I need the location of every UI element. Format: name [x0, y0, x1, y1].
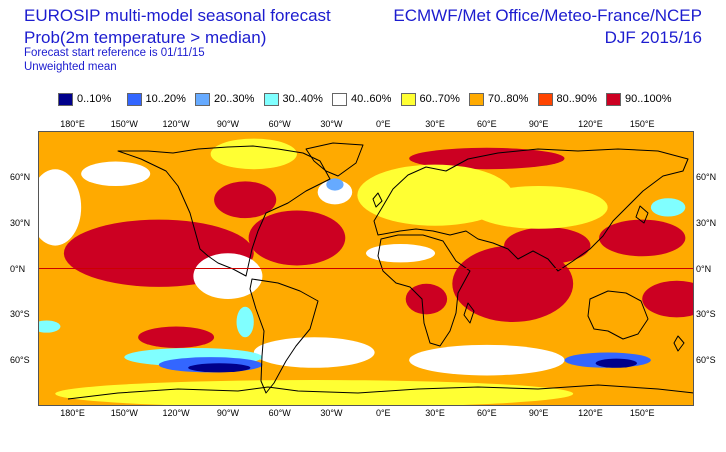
lat-tick-label: 30°S [10, 309, 30, 320]
anomaly-region [317, 179, 353, 205]
legend-swatch [332, 93, 347, 106]
coastline-layer [67, 142, 694, 400]
coastline-antarctica [67, 384, 694, 400]
coastline-greenland [305, 142, 364, 177]
legend-label: 60..70% [419, 93, 460, 105]
lon-tick-label: 30°W [320, 408, 343, 418]
lat-tick-label: 60°N [10, 171, 31, 182]
anomaly-region [81, 161, 151, 186]
anomaly-region [409, 147, 565, 170]
legend-label: 20..30% [214, 93, 255, 105]
coastline-africa [377, 234, 471, 347]
legend-swatch [263, 93, 279, 106]
lon-tick-label: 120°W [162, 119, 190, 129]
coastline-eurasia [373, 148, 689, 272]
lat-tick-label: 0°N [10, 263, 26, 274]
anomaly-region [248, 210, 346, 266]
lon-tick-label: 0°E [375, 119, 391, 129]
anomaly-region [253, 337, 375, 368]
anomaly-region [188, 363, 251, 373]
method-note: Unweighted mean [24, 61, 117, 73]
lon-tick-label: 180°E [60, 408, 85, 418]
lat-tick-label: 30°S [696, 309, 716, 320]
season-label: DJF 2015/16 [604, 28, 702, 47]
legend-swatch [537, 93, 553, 106]
legend-swatch [606, 93, 621, 106]
coastline-new-zealand [673, 335, 685, 352]
anomaly-region [38, 320, 61, 333]
probability-map [38, 131, 694, 406]
anomaly-region [193, 253, 263, 300]
legend-swatch [126, 93, 142, 106]
title-subtitle: Prob(2m temperature > median) [24, 28, 267, 47]
lat-tick-label: 30°N [696, 217, 717, 228]
lon-tick-label: 30°E [425, 408, 445, 418]
legend-swatch [58, 93, 73, 106]
lon-tick-label: 120°W [162, 408, 190, 418]
coastline-australia [587, 290, 649, 340]
lat-tick-label: 60°S [10, 355, 30, 366]
anomaly-region [138, 326, 215, 348]
legend-label: 0..10% [77, 93, 112, 105]
anomaly-region [55, 380, 574, 406]
coastline-uk [372, 192, 383, 208]
coastline-south-america [249, 278, 319, 394]
legend-label: 70..80% [488, 93, 529, 105]
legend-label: 10..20% [145, 93, 186, 105]
lat-tick-label: 60°N [696, 171, 717, 182]
anomaly-region [214, 181, 277, 219]
anomaly-region [642, 280, 694, 318]
coastline-madagascar [463, 302, 475, 324]
lon-tick-label: 90°W [216, 408, 239, 418]
lon-tick-label: 90°E [528, 408, 549, 418]
lat-tick-label: 60°S [696, 355, 716, 366]
lon-tick-label: 60°E [477, 408, 497, 418]
anomaly-region [38, 169, 82, 246]
centres-label: ECMWF/Met Office/Meteo-France/NCEP [393, 6, 702, 25]
anomaly-region [405, 283, 448, 315]
map-frame [38, 131, 694, 406]
anomaly-region [326, 178, 344, 191]
lon-tick-label: 60°W [268, 119, 291, 129]
anomaly-region [650, 198, 686, 217]
anomaly-region [595, 358, 638, 368]
lon-tick-label: 150°E [629, 408, 655, 418]
legend-swatch [400, 93, 416, 106]
lon-tick-label: 30°W [320, 119, 343, 129]
lon-tick-label: 150°E [629, 119, 655, 129]
lon-tick-label: 0°E [375, 408, 391, 418]
anomaly-region [599, 219, 686, 257]
lon-tick-label: 180°E [60, 119, 85, 129]
anomaly-region [236, 306, 254, 338]
legend-label: 30..40% [282, 93, 323, 105]
anomaly-region [366, 244, 436, 263]
legend-label: 90..100% [625, 93, 672, 105]
anomaly-layer [38, 138, 694, 406]
legend-label: 80..90% [556, 93, 597, 105]
lon-tick-label: 120°E [578, 119, 603, 129]
lon-tick-label: 120°E [578, 408, 603, 418]
lon-tick-label: 90°W [216, 119, 239, 129]
lon-tick-label: 60°E [477, 119, 497, 129]
anomaly-region [409, 344, 565, 376]
lon-tick-label: 90°E [528, 119, 549, 129]
legend-swatch [469, 93, 484, 106]
legend-swatch [195, 93, 210, 106]
lon-tick-label: 150°W [110, 408, 138, 418]
lat-tick-label: 30°N [10, 217, 31, 228]
lon-tick-label: 30°E [425, 119, 445, 129]
anomaly-region [452, 245, 574, 322]
coastline-north-america [117, 145, 331, 277]
legend-label: 40..60% [351, 93, 392, 105]
coastline-japan [635, 205, 649, 224]
lat-tick-label: 0°N [696, 263, 712, 274]
lon-tick-label: 150°W [110, 119, 138, 129]
forecast-start-reference: Forecast start reference is 01/11/15 [24, 47, 205, 59]
lon-tick-label: 60°W [268, 408, 291, 418]
anomaly-region [210, 138, 297, 170]
anomaly-region [469, 186, 608, 229]
title-main: EUROSIP multi-model seasonal forecast [24, 6, 331, 25]
